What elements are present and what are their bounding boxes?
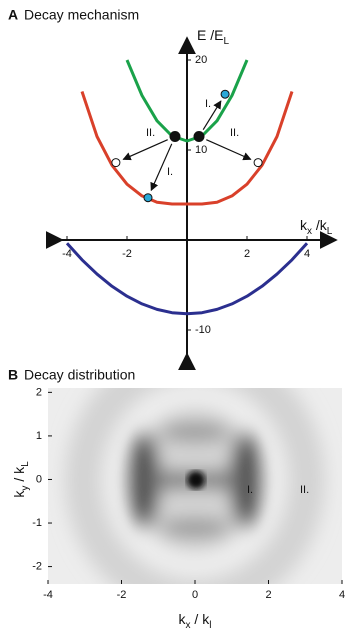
x-tick-label: 0 <box>192 589 198 601</box>
heatmap-image <box>48 362 342 598</box>
arrow <box>206 140 250 160</box>
annotation: I. <box>247 484 253 496</box>
axis-label-part: / k <box>11 466 27 486</box>
y-tick-label: -1 <box>32 517 42 529</box>
panel-letter: B <box>8 367 18 383</box>
annotation: II. <box>146 127 155 139</box>
axis-label: E /EL <box>197 27 229 47</box>
y-tick-label: 0 <box>36 473 42 485</box>
marker <box>144 194 152 202</box>
annotation: II. <box>300 484 309 496</box>
x-tick-label: 2 <box>244 248 250 260</box>
panel-title: Decay mechanism <box>24 7 139 23</box>
panel-title: Decay distribution <box>24 367 135 383</box>
y-tick-label: 2 <box>36 386 42 398</box>
axis-label: ky / kL <box>11 461 31 498</box>
marker <box>170 132 180 142</box>
x-tick-label: -2 <box>122 248 132 260</box>
y-tick-label: -2 <box>32 560 42 572</box>
y-tick-label: 10 <box>195 144 207 156</box>
annotation: I. <box>167 166 173 178</box>
y-tick-label: 20 <box>195 54 207 66</box>
x-tick-label: 4 <box>339 589 345 601</box>
panel-letter: A <box>8 7 18 23</box>
axis-label-part: /k <box>312 217 328 233</box>
figure: A Decay mechanism B Decay distribution -… <box>0 0 359 633</box>
axis-label-part: E /E <box>197 27 223 43</box>
axis-label-part: l <box>209 620 211 631</box>
arrow <box>123 140 167 160</box>
marker <box>112 159 120 167</box>
x-tick-label: 4 <box>304 248 310 260</box>
x-tick-label: -4 <box>43 589 53 601</box>
axis-label-part: L <box>20 461 31 467</box>
axis-label-part: / k <box>191 611 211 627</box>
annotation: II. <box>230 127 239 139</box>
y-tick-label: -10 <box>195 324 211 336</box>
y-tick-label: 1 <box>36 430 42 442</box>
axis-label-part: L <box>327 226 333 237</box>
axis-label-part: L <box>223 36 229 47</box>
axis-label: kx /kL <box>300 217 333 237</box>
axis-label: kx / kl <box>179 611 212 631</box>
x-tick-label: -4 <box>62 248 72 260</box>
marker <box>254 159 262 167</box>
annotation: I. <box>205 98 211 110</box>
marker <box>221 90 229 98</box>
x-tick-label: -2 <box>117 589 127 601</box>
x-tick-label: 2 <box>265 589 271 601</box>
marker <box>194 132 204 142</box>
